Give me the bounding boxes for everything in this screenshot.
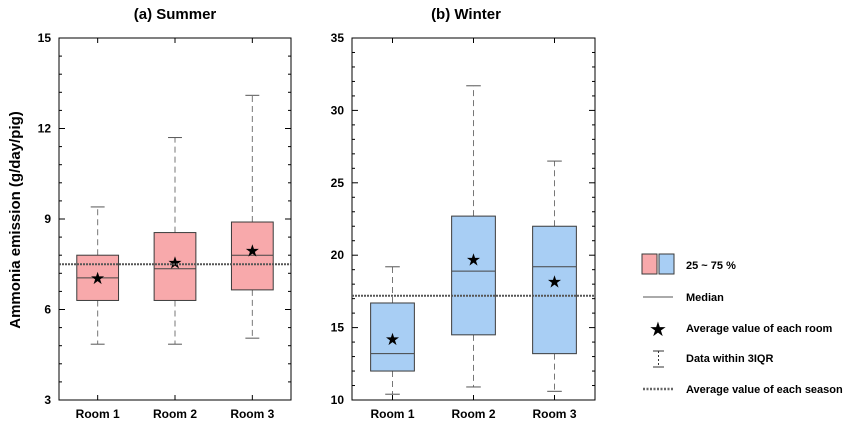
chart-winter: (b) Winter 10 15 20 25 30 35 Room 1 Room 2 Room … xyxy=(331,6,596,421)
legend: 25 ~ 75 % Median ★ Average value of each… xyxy=(641,253,843,396)
x-tick-label: Room 1 xyxy=(370,407,414,421)
iqr-box xyxy=(451,215,496,336)
legend-iqr-swatch-pink xyxy=(641,253,658,275)
y-tick-label: 3 xyxy=(44,393,51,407)
x-tick-label: Room 3 xyxy=(532,407,576,421)
y-tick-label: 30 xyxy=(331,103,345,117)
chart-summer: (a) Summer 3 6 9 12 15 Room 1 Room 2 Room 3 ★ ★ ★ xyxy=(38,6,292,421)
y-tick-label: 20 xyxy=(331,248,345,262)
iqr-box xyxy=(370,302,415,372)
x-tick-label: Room 1 xyxy=(76,407,120,421)
box-1: ★ xyxy=(370,266,415,395)
box-2: ★ xyxy=(153,137,197,345)
legend-iqr-swatch-blue xyxy=(658,253,675,275)
chart-title: (b) Winter xyxy=(431,6,501,23)
y-tick-label: 12 xyxy=(38,122,52,136)
y-tick-label: 35 xyxy=(331,31,345,45)
mean-star-icon: ★ xyxy=(90,269,105,288)
plot-area: 3 6 9 12 15 Room 1 Room 2 Room 3 ★ ★ ★ xyxy=(38,31,292,421)
y-tick-label: 25 xyxy=(331,176,345,190)
box-3: ★ xyxy=(230,94,274,339)
y-tick-label: 6 xyxy=(44,303,51,317)
box-3: ★ xyxy=(532,160,577,392)
legend-iqr-label: 25 ~ 75 % xyxy=(686,260,736,272)
legend-season-avg-label: Average value of each season xyxy=(686,384,843,396)
y-tick-label: 15 xyxy=(38,31,52,45)
x-tick-label: Room 3 xyxy=(230,407,274,421)
x-tick-label: Room 2 xyxy=(451,407,495,421)
legend-mean-label: Average value of each room xyxy=(686,323,833,335)
legend-star-icon: ★ xyxy=(649,319,667,341)
iqr-box xyxy=(532,225,577,355)
box-1: ★ xyxy=(76,206,120,345)
chart-title: (a) Summer xyxy=(134,6,217,23)
y-tick-label: 10 xyxy=(331,393,345,407)
box-2: ★ xyxy=(451,85,496,388)
iqr-box xyxy=(153,232,197,301)
mean-star-icon: ★ xyxy=(167,254,182,273)
y-tick-label: 15 xyxy=(331,321,345,335)
mean-star-icon: ★ xyxy=(385,330,400,349)
mean-star-icon: ★ xyxy=(547,272,562,291)
iqr-box xyxy=(230,221,274,291)
mean-star-icon: ★ xyxy=(466,251,481,270)
legend-median-label: Median xyxy=(686,292,724,304)
y-tick-label: 9 xyxy=(44,212,51,226)
y-axis-label: Ammonia emission (g/day/pig) xyxy=(7,111,24,329)
plot-area: 10 15 20 25 30 35 Room 1 Room 2 Room 3 ★ ★ ★ xyxy=(331,31,596,421)
legend-whisker-label: Data within 3IQR xyxy=(686,353,773,365)
mean-star-icon: ★ xyxy=(245,242,260,261)
x-tick-label: Room 2 xyxy=(153,407,197,421)
